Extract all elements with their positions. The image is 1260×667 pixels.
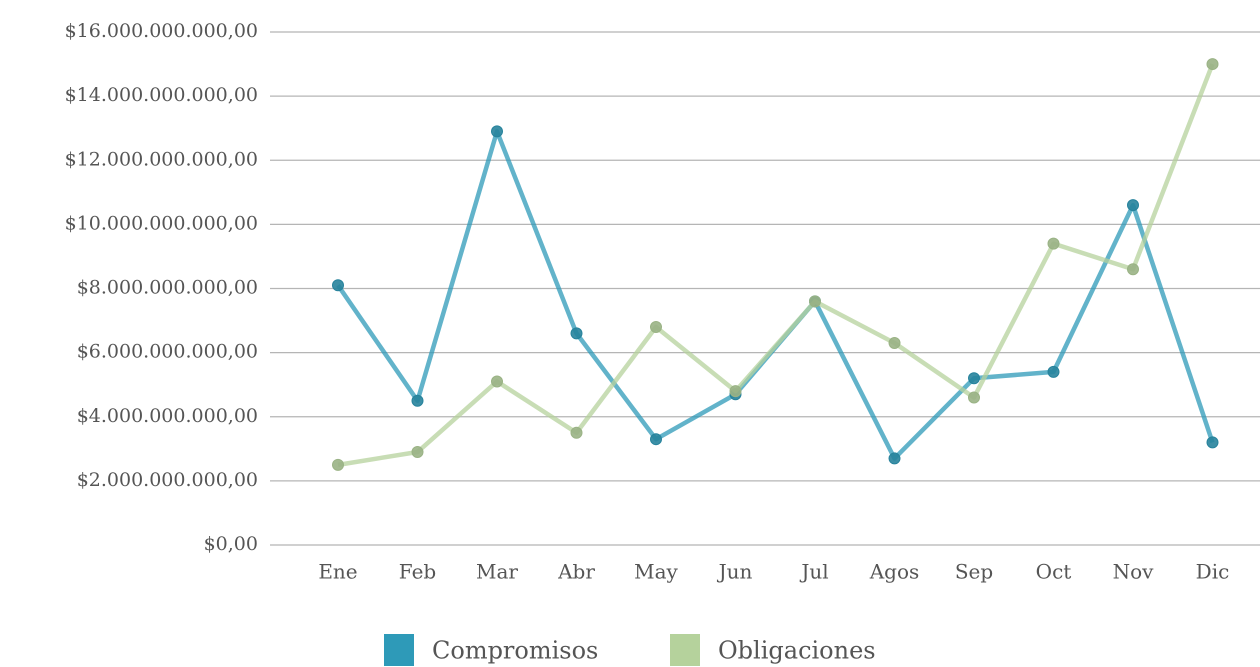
legend-label: Compromisos xyxy=(432,637,598,665)
marker xyxy=(411,394,424,407)
legend-swatch xyxy=(670,634,700,666)
marker xyxy=(491,375,503,388)
x-tick-label: Jul xyxy=(799,560,828,584)
y-tick-label: $12.000.000.000,00 xyxy=(65,148,258,170)
legend-label: Obligaciones xyxy=(718,637,876,665)
marker xyxy=(332,458,344,471)
marker xyxy=(809,295,821,308)
marker xyxy=(570,327,583,340)
x-tick-label: Oct xyxy=(1036,560,1072,584)
y-tick-label: $2.000.000.000,00 xyxy=(77,469,258,491)
marker xyxy=(1047,237,1060,250)
y-tick-label: $4.000.000.000,00 xyxy=(77,405,258,427)
marker xyxy=(888,452,901,465)
y-tick-label: $8.000.000.000,00 xyxy=(77,277,258,299)
marker xyxy=(968,391,980,404)
y-tick-label: $10.000.000.000,00 xyxy=(65,212,258,234)
x-tick-label: Agos xyxy=(869,560,920,584)
marker xyxy=(1127,263,1139,276)
x-tick-label: Mar xyxy=(476,560,518,584)
marker xyxy=(650,320,662,333)
x-tick-label: Sep xyxy=(955,560,993,584)
marker xyxy=(411,446,424,459)
marker xyxy=(729,385,742,398)
series xyxy=(332,125,1219,465)
x-tick-label: Ene xyxy=(318,560,357,584)
line xyxy=(336,129,1215,461)
marker xyxy=(1206,436,1219,449)
line xyxy=(337,63,1215,468)
y-tick-label: $0,00 xyxy=(204,533,258,555)
marker xyxy=(968,372,980,385)
legend-swatch xyxy=(384,634,414,666)
marker xyxy=(570,426,583,439)
marker xyxy=(1206,58,1219,71)
y-tick-label: $14.000.000.000,00 xyxy=(65,84,258,106)
x-tick-label: Dic xyxy=(1196,560,1230,584)
x-tick-label: May xyxy=(634,560,678,584)
x-tick-label: Jun xyxy=(717,560,753,584)
marker xyxy=(650,433,662,446)
marker xyxy=(888,337,901,350)
series xyxy=(332,58,1219,471)
marker xyxy=(332,279,344,292)
x-tick-label: Feb xyxy=(399,560,436,584)
y-tick-label: $6.000.000.000,00 xyxy=(77,341,258,363)
marker xyxy=(1127,199,1139,212)
y-tick-label: $16.000.000.000,00 xyxy=(65,20,258,42)
marker xyxy=(1047,365,1060,378)
x-tick-label: Abr xyxy=(557,560,595,584)
marker xyxy=(491,125,503,138)
x-tick-label: Nov xyxy=(1113,560,1155,584)
